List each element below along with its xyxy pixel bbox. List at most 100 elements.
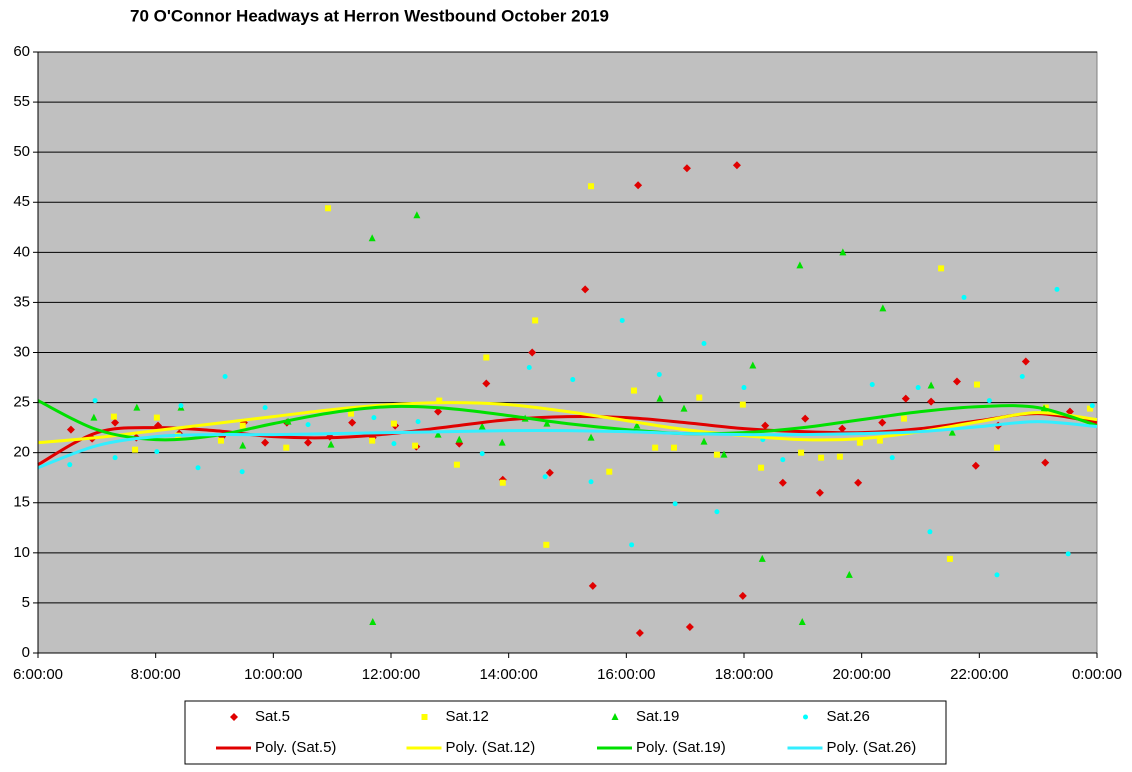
legend-label: Poly. (Sat.19) bbox=[636, 739, 726, 756]
marker bbox=[633, 421, 641, 429]
marker bbox=[369, 617, 377, 625]
marker bbox=[803, 714, 808, 720]
marker bbox=[1019, 374, 1025, 380]
marker bbox=[92, 398, 98, 404]
marker bbox=[656, 372, 662, 378]
marker bbox=[630, 387, 637, 394]
marker bbox=[889, 455, 895, 461]
marker bbox=[1065, 551, 1071, 557]
marker bbox=[738, 591, 747, 600]
x-tick-label: 10:00:00 bbox=[244, 666, 302, 683]
legend-label: Poly. (Sat.5) bbox=[255, 739, 336, 756]
marker bbox=[239, 441, 247, 449]
chart-title: 70 O'Connor Headways at Herron Westbound… bbox=[130, 6, 609, 25]
y-tick-label: 55 bbox=[13, 93, 30, 110]
marker bbox=[946, 555, 953, 562]
y-tick-label: 60 bbox=[13, 43, 30, 60]
marker bbox=[542, 474, 548, 480]
marker bbox=[222, 374, 228, 380]
x-tick-label: 14:00:00 bbox=[479, 666, 537, 683]
marker bbox=[111, 418, 120, 427]
marker bbox=[230, 713, 238, 721]
marker bbox=[391, 441, 397, 447]
marker bbox=[749, 361, 757, 369]
marker bbox=[588, 183, 595, 190]
marker bbox=[701, 340, 707, 346]
marker bbox=[836, 453, 843, 460]
marker bbox=[672, 501, 678, 507]
marker bbox=[1086, 405, 1093, 412]
marker bbox=[879, 304, 887, 312]
marker bbox=[961, 294, 967, 300]
marker bbox=[434, 407, 443, 416]
marker bbox=[1042, 404, 1049, 411]
marker bbox=[634, 181, 643, 190]
marker bbox=[606, 468, 613, 475]
marker bbox=[780, 457, 786, 463]
y-tick-label: 30 bbox=[13, 343, 30, 360]
marker bbox=[761, 421, 770, 430]
marker bbox=[581, 285, 590, 294]
marker bbox=[588, 581, 597, 590]
marker bbox=[1089, 403, 1095, 409]
marker bbox=[67, 462, 73, 468]
marker bbox=[696, 394, 703, 401]
y-tick-label: 50 bbox=[13, 143, 30, 160]
marker bbox=[713, 451, 720, 458]
marker bbox=[652, 444, 659, 451]
marker bbox=[952, 377, 961, 386]
marker bbox=[153, 414, 160, 421]
marker bbox=[587, 433, 595, 441]
marker bbox=[453, 461, 460, 468]
marker bbox=[1041, 458, 1050, 467]
y-tick-label: 25 bbox=[13, 394, 30, 411]
marker bbox=[801, 414, 810, 423]
marker bbox=[901, 394, 910, 403]
marker bbox=[927, 397, 936, 406]
x-tick-label: 22:00:00 bbox=[950, 666, 1008, 683]
marker bbox=[436, 397, 443, 404]
marker bbox=[818, 454, 825, 461]
marker bbox=[112, 455, 118, 461]
marker bbox=[993, 444, 1000, 451]
marker bbox=[133, 403, 141, 411]
y-tick-label: 0 bbox=[22, 644, 30, 661]
marker bbox=[714, 509, 720, 515]
marker bbox=[796, 261, 804, 269]
marker bbox=[90, 413, 98, 421]
marker bbox=[845, 570, 853, 578]
marker bbox=[195, 465, 201, 471]
marker bbox=[543, 541, 550, 548]
legend-label: Sat.5 bbox=[255, 708, 290, 725]
marker bbox=[261, 438, 270, 447]
marker bbox=[412, 442, 419, 449]
marker bbox=[778, 478, 787, 487]
marker bbox=[635, 628, 644, 637]
marker bbox=[629, 542, 635, 548]
legend-box bbox=[184, 700, 947, 765]
marker bbox=[532, 317, 539, 324]
legend-label: Sat.12 bbox=[446, 708, 489, 725]
marker bbox=[415, 419, 421, 425]
marker bbox=[369, 437, 376, 444]
y-tick-label: 20 bbox=[13, 444, 30, 461]
marker bbox=[973, 381, 980, 388]
marker bbox=[901, 415, 908, 422]
axes: 0 5 10 15 20 25 30 35 40 45 50 55 60 6:00:00 8:00:00 10… bbox=[13, 43, 1122, 683]
marker bbox=[670, 444, 677, 451]
marker bbox=[325, 205, 332, 212]
marker bbox=[994, 572, 1000, 578]
marker bbox=[570, 377, 576, 383]
marker bbox=[838, 424, 847, 433]
marker bbox=[178, 403, 184, 409]
grid bbox=[38, 51, 1097, 654]
marker bbox=[611, 713, 619, 720]
marker bbox=[915, 385, 921, 391]
marker bbox=[878, 418, 887, 427]
marker bbox=[421, 714, 428, 720]
marker bbox=[876, 437, 883, 444]
marker bbox=[482, 379, 491, 388]
trend-line bbox=[37, 420, 1098, 470]
marks bbox=[37, 161, 1098, 637]
